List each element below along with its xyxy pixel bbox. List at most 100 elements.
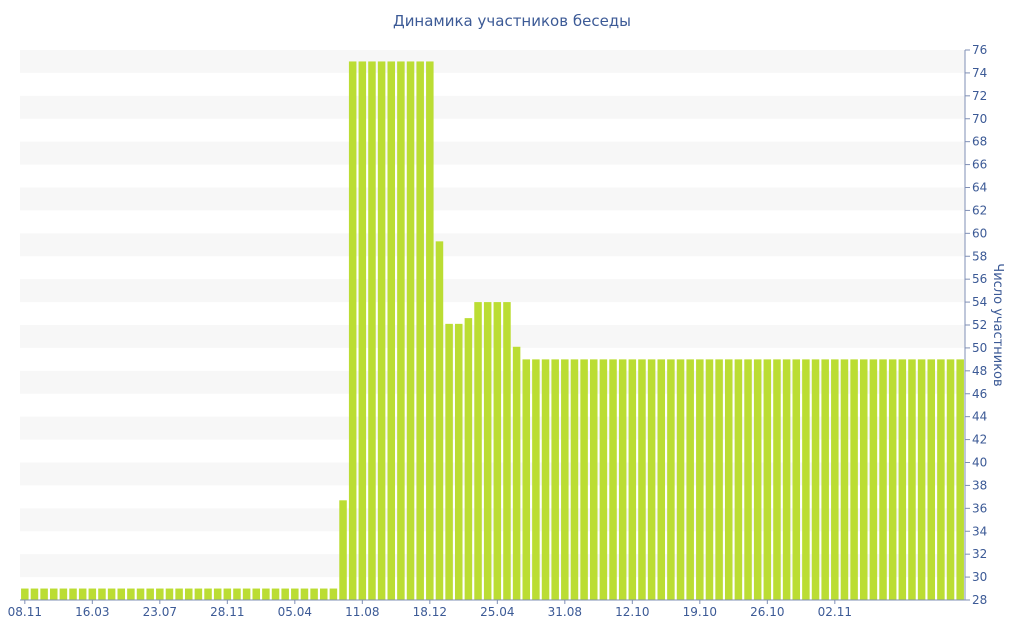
y-tick-label: 52	[972, 318, 987, 332]
bar	[291, 588, 299, 600]
bar	[69, 588, 77, 600]
bar	[811, 359, 820, 600]
bar	[146, 588, 154, 600]
bar	[946, 359, 955, 600]
x-tick-label: 11.08	[345, 605, 379, 619]
grid-band	[20, 141, 965, 165]
bar	[329, 588, 338, 600]
bar	[850, 359, 858, 600]
bar	[21, 588, 29, 600]
y-tick-label: 30	[972, 570, 987, 584]
bar	[628, 359, 637, 600]
bar	[503, 302, 511, 600]
grid-band	[20, 50, 965, 73]
x-tick-label: 26.10	[750, 605, 784, 619]
y-tick-label: 48	[972, 364, 987, 378]
bar	[165, 588, 174, 600]
bar	[792, 359, 801, 600]
bar	[561, 359, 569, 600]
bar	[233, 588, 241, 600]
bar	[744, 359, 752, 600]
y-tick-label: 64	[972, 181, 987, 195]
y-tick-label: 58	[972, 249, 987, 263]
bar	[474, 302, 482, 600]
bar	[493, 302, 502, 600]
bar	[107, 588, 116, 600]
bars	[21, 61, 964, 601]
bar	[879, 359, 887, 600]
y-tick-label: 72	[972, 89, 987, 103]
bar	[252, 588, 261, 600]
bar	[194, 588, 203, 600]
bar	[213, 588, 222, 600]
grid-band	[20, 325, 965, 348]
bar	[127, 588, 135, 600]
bar	[339, 500, 347, 600]
y-tick-label: 60	[972, 226, 987, 240]
bar	[300, 588, 309, 600]
x-tick-label: 12.10	[615, 605, 649, 619]
bar	[406, 61, 415, 601]
y-tick-label: 42	[972, 433, 987, 447]
bar	[599, 359, 608, 600]
bar	[734, 359, 743, 600]
chart-title: Динамика участников беседы	[392, 12, 632, 30]
y-tick-label: 44	[972, 410, 987, 424]
y-tick-label: 70	[972, 112, 987, 126]
bar	[271, 588, 280, 600]
grid-bands	[20, 50, 965, 578]
bar	[869, 359, 878, 600]
bar	[802, 359, 810, 600]
bar	[281, 588, 289, 600]
y-tick-label: 28	[972, 593, 987, 607]
bar	[541, 359, 550, 600]
bar	[483, 302, 492, 600]
bar	[763, 359, 772, 600]
bar	[98, 588, 106, 600]
y-tick-label: 62	[972, 203, 987, 217]
bar	[782, 359, 791, 600]
bar	[242, 588, 251, 600]
bar	[532, 359, 540, 600]
y-tick-label: 68	[972, 135, 987, 149]
bar	[512, 346, 521, 600]
bar	[358, 61, 367, 601]
bar	[348, 61, 357, 601]
bar	[426, 61, 434, 601]
bar	[445, 323, 453, 600]
bar	[522, 359, 531, 600]
bar	[859, 359, 868, 600]
x-tick-label: 23.07	[143, 605, 177, 619]
y-axis: 28 30 32 34 36 38 40 42 44 46 48 50 52 54 56 58 60 62 64 66…	[964, 43, 987, 607]
bar	[204, 588, 212, 600]
bar	[937, 359, 945, 600]
bar	[686, 359, 694, 600]
y-tick-label: 50	[972, 341, 987, 355]
bar	[647, 359, 656, 600]
bar	[657, 359, 666, 600]
bar	[551, 359, 559, 600]
x-tick-label: 28.11	[210, 605, 244, 619]
bar	[609, 359, 617, 600]
bar	[840, 359, 849, 600]
bar	[156, 588, 164, 600]
bar	[927, 359, 936, 600]
bar	[696, 359, 704, 600]
bar	[454, 323, 463, 600]
bar	[223, 588, 232, 600]
x-tick-label: 02.11	[818, 605, 852, 619]
x-tick-label: 31.08	[548, 605, 582, 619]
bar	[667, 359, 675, 600]
bar	[956, 359, 964, 600]
bar	[464, 318, 473, 600]
bar	[715, 359, 723, 600]
grid-band	[20, 279, 965, 303]
x-tick-label: 18.12	[413, 605, 447, 619]
x-axis: 08.11 16.03 23.07 28.11 05.04 11.08 18.12 25.04…	[8, 599, 965, 619]
bar	[78, 588, 87, 600]
x-tick-label: 05.04	[278, 605, 312, 619]
bar	[319, 588, 328, 600]
bar	[117, 588, 126, 600]
bar	[773, 359, 781, 600]
